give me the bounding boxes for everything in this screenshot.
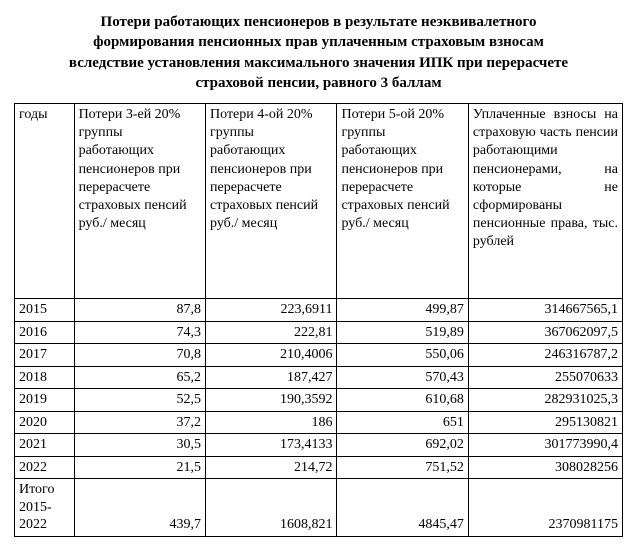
cell-c2: 186 xyxy=(206,411,337,434)
cell-c3: 570,43 xyxy=(337,366,468,389)
title-line: Потери работающих пенсионеров в результа… xyxy=(101,14,537,30)
cell-c2: 214,72 xyxy=(206,456,337,479)
title-line: вследствие установления максимального зн… xyxy=(69,55,568,71)
cell-c1: 21,5 xyxy=(74,456,205,479)
table-total-row: Итого 2015-2022439,71608,8214845,4723709… xyxy=(15,479,623,537)
cell-c1: 74,3 xyxy=(74,321,205,344)
cell-year: 2021 xyxy=(15,434,75,457)
cell-c1: 52,5 xyxy=(74,389,205,412)
cell-c1: 70,8 xyxy=(74,344,205,367)
col-header-1: Потери 3-ей 20% группы работающих пенсио… xyxy=(74,104,205,299)
cell-c3: 499,87 xyxy=(337,299,468,322)
table-row: 201587,8223,6911499,87314667565,1 xyxy=(15,299,623,322)
table-header-row: годы Потери 3-ей 20% группы работающих п… xyxy=(15,104,623,299)
cell-c1: 65,2 xyxy=(74,366,205,389)
col-header-4: Уплаченные взносы на страховую часть пен… xyxy=(468,104,622,299)
cell-c2: 223,6911 xyxy=(206,299,337,322)
cell-c4-total: 2370981175 xyxy=(468,479,622,537)
table-body: 201587,8223,6911499,87314667565,1201674,… xyxy=(15,299,623,537)
title-line: формирования пенсионных прав уплаченным … xyxy=(93,34,544,50)
cell-c3: 751,52 xyxy=(337,456,468,479)
cell-c4: 308028256 xyxy=(468,456,622,479)
table-row: 202037,2186651295130821 xyxy=(15,411,623,434)
cell-year: 2022 xyxy=(15,456,75,479)
page-title: Потери работающих пенсионеров в результа… xyxy=(24,12,614,93)
cell-year-total: Итого 2015-2022 xyxy=(15,479,75,537)
cell-c2-total: 1608,821 xyxy=(206,479,337,537)
cell-year: 2017 xyxy=(15,344,75,367)
cell-c1-total: 439,7 xyxy=(74,479,205,537)
title-line: страховой пенсии, равного 3 баллам xyxy=(195,75,441,91)
cell-c3: 610,68 xyxy=(337,389,468,412)
cell-c2: 222,81 xyxy=(206,321,337,344)
cell-c3: 550,06 xyxy=(337,344,468,367)
table-row: 201770,8210,4006550,06246316787,2 xyxy=(15,344,623,367)
cell-c4: 314667565,1 xyxy=(468,299,622,322)
cell-c3: 519,89 xyxy=(337,321,468,344)
cell-c4: 246316787,2 xyxy=(468,344,622,367)
table-row: 201865,2187,427570,43255070633 xyxy=(15,366,623,389)
cell-year: 2018 xyxy=(15,366,75,389)
cell-c2: 210,4006 xyxy=(206,344,337,367)
cell-c4: 301773990,4 xyxy=(468,434,622,457)
table-row: 201952,5190,3592610,68282931025,3 xyxy=(15,389,623,412)
col-header-year: годы xyxy=(15,104,75,299)
cell-year: 2015 xyxy=(15,299,75,322)
cell-c3-total: 4845,47 xyxy=(337,479,468,537)
cell-c4: 295130821 xyxy=(468,411,622,434)
cell-c1: 37,2 xyxy=(74,411,205,434)
cell-c4: 255070633 xyxy=(468,366,622,389)
cell-c4: 367062097,5 xyxy=(468,321,622,344)
table-row: 202130,5173,4133692,02301773990,4 xyxy=(15,434,623,457)
cell-c1: 87,8 xyxy=(74,299,205,322)
col-header-2: Потери 4-ой 20% группы работающих пенсио… xyxy=(206,104,337,299)
cell-year: 2020 xyxy=(15,411,75,434)
cell-c1: 30,5 xyxy=(74,434,205,457)
table-row: 202221,5214,72751,52308028256 xyxy=(15,456,623,479)
losses-table: годы Потери 3-ей 20% группы работающих п… xyxy=(14,103,623,537)
cell-c4: 282931025,3 xyxy=(468,389,622,412)
col-header-3: Потери 5-ой 20% группы работающих пенсио… xyxy=(337,104,468,299)
cell-c2: 187,427 xyxy=(206,366,337,389)
cell-c2: 173,4133 xyxy=(206,434,337,457)
cell-c3: 692,02 xyxy=(337,434,468,457)
cell-year: 2019 xyxy=(15,389,75,412)
cell-year: 2016 xyxy=(15,321,75,344)
cell-c2: 190,3592 xyxy=(206,389,337,412)
table-row: 201674,3222,81519,89367062097,5 xyxy=(15,321,623,344)
cell-c3: 651 xyxy=(337,411,468,434)
